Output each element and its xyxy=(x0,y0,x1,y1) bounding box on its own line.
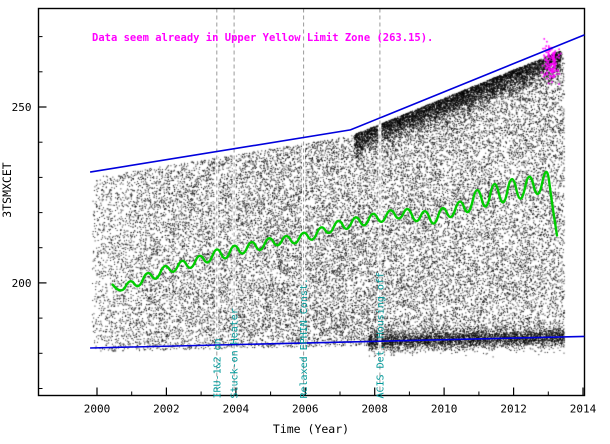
lower-limit-line xyxy=(90,335,585,349)
y-tick-label: 200 xyxy=(12,277,32,290)
event-label: Stuck-on Heater xyxy=(230,308,241,398)
x-tick-label: 2014 xyxy=(570,403,597,416)
x-tick-label: 2010 xyxy=(431,403,458,416)
plot-frame xyxy=(37,7,586,397)
event-label: IRU-1&2 on xyxy=(212,338,223,398)
x-tick-label: 2004 xyxy=(223,403,250,416)
x-axis-label: Time (Year) xyxy=(273,422,349,436)
x-tick-label: 2006 xyxy=(292,403,319,416)
y-axis-label: 3TSMXCET xyxy=(0,162,14,217)
x-tick-label: 2000 xyxy=(84,403,111,416)
event-label: ACIS Det. Housing off xyxy=(375,272,386,398)
upper-limit-line xyxy=(89,34,585,173)
running-mean-line xyxy=(111,170,559,292)
x-tick-label: 2008 xyxy=(361,403,388,416)
event-label: Relaxed EPHIN Const. xyxy=(299,278,310,398)
annotation-text: Data seem already in Upper Yellow Limit … xyxy=(92,32,433,44)
y-tick-label: 250 xyxy=(12,101,32,114)
x-tick-label: 2012 xyxy=(500,403,527,416)
generated-axes-and-lines: 2000 2002 2004 2006 2008 2010 2012 2014 200 250 IR… xyxy=(12,7,597,416)
x-tick-label: 2002 xyxy=(153,403,180,416)
